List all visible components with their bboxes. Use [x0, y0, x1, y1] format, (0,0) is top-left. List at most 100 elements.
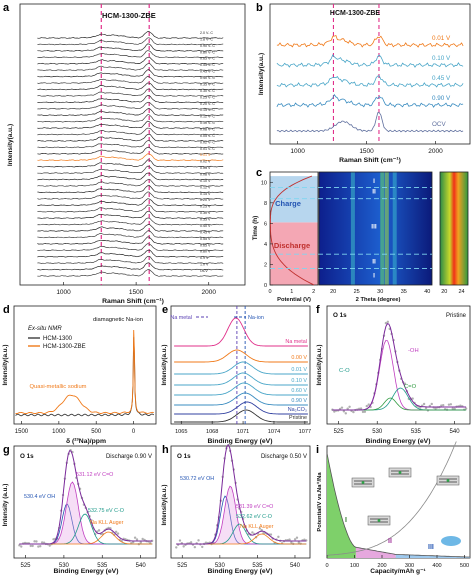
- panel-i-xtick-label-2: 200: [377, 563, 386, 569]
- panel-g-point-0: [18, 544, 21, 547]
- panel-a-trace-6: [37, 69, 224, 78]
- panel-h-annot-2: 532.62 eV C-O: [236, 514, 272, 520]
- panel-a-trace-label-12: 0.15 V- C: [200, 108, 215, 112]
- panel-f-xlabel: Binding Energy (eV): [366, 438, 431, 445]
- panel-a-trace-label-24: 0.12 V: [200, 185, 211, 189]
- panel-g-point-18: [52, 538, 55, 541]
- panel-a-trace-8: [37, 82, 224, 91]
- panel-a-trace-24: [37, 184, 224, 194]
- panel-c-ytick-label-0: 0: [264, 283, 267, 289]
- panel-a-trace-label-20: 0.02 V: [200, 160, 211, 164]
- panel-a-trace-23: [37, 178, 224, 187]
- panel-c-ztick-label-0: 20: [441, 289, 447, 295]
- panel-e-trace-0: [174, 317, 308, 347]
- panel-g-point-65: [141, 537, 144, 541]
- panel-f-frame: [326, 305, 471, 425]
- panel-letter-a: a: [3, 2, 10, 14]
- panel-b-xlabel: Raman Shift (cm⁻¹): [339, 157, 401, 164]
- panel-a-trace-label-26: 0.20 V: [200, 198, 211, 202]
- panel-a-trace-label-23: 0.10 V: [200, 179, 211, 183]
- panel-g-xtick-label-3: 540: [136, 563, 147, 569]
- panel-h-annot-3: Na KLL Auger: [240, 524, 274, 530]
- panel-g-component-1: [19, 481, 153, 545]
- panel-h-annot-1: 531.39 eV C=O: [236, 504, 273, 510]
- panel-g-annot-3: Na KLL Auger: [90, 520, 124, 526]
- panel-f-ylabel: Intensity(a.u.): [316, 345, 323, 386]
- panel-g-title: O 1s: [20, 453, 34, 460]
- panel-h-point-14: [201, 545, 204, 549]
- panel-a-trace-26: [37, 198, 224, 207]
- panel-c-discharge-label: Discharge: [274, 241, 310, 250]
- panel-a-trace-label-9: 0.30 V- C: [200, 89, 215, 93]
- panel-g-ylabel: Intensity (a.u.): [2, 484, 9, 527]
- panel-d-xlabel: δ (²³Na)/ppm: [66, 438, 106, 445]
- panel-h-point-55: [277, 535, 280, 539]
- panel-a-xtick-label-1: 1500: [129, 289, 144, 296]
- panel-b-series-1: [276, 54, 464, 68]
- panel-a-trace-label-21: 0.05 V: [200, 166, 211, 170]
- panel-e-trace-6: [174, 401, 308, 415]
- panel-e-trace-label-6: Na₂CO₃: [288, 407, 307, 413]
- panel-i-xlabel: Capacity/mAh g⁻¹: [370, 568, 426, 575]
- panel-f-point-17: [363, 410, 367, 414]
- panel-h-point-10: [193, 545, 197, 549]
- panel-f-component-2: [332, 397, 467, 411]
- panel-a-trace-label-25: 0.15 V: [200, 192, 211, 196]
- panel-a-trace-20: [37, 159, 224, 168]
- panel-a-trace-label-4: 0.65 V- C: [200, 57, 215, 61]
- panel-b-series-label-1: 0.10 V: [432, 55, 451, 62]
- panel-a-trace-label-6: 0.45 V- C: [200, 70, 215, 74]
- panel-f-point-58: [442, 403, 445, 407]
- panel-f-component-0: [332, 339, 467, 411]
- panel-a-trace-9: [37, 88, 224, 97]
- panel-i-charge-curve: [326, 441, 457, 556]
- panel-f-condition: Pristine: [446, 313, 467, 319]
- panel-f-point-49: [424, 406, 428, 410]
- panel-f-comp-label-0: -OH: [408, 348, 419, 354]
- panel-a-trace-label-0: 2.0 V- C: [200, 31, 213, 35]
- panel-letter-b: b: [256, 2, 263, 14]
- panel-letter-g: g: [3, 444, 10, 456]
- panel-a-ylabel: Intensity(a.u.): [7, 124, 14, 166]
- panel-c-streak-3: [392, 172, 397, 285]
- panel-a-xlabel: Raman Shift (cm⁻¹): [102, 298, 164, 305]
- panel-b-series-3: [276, 93, 464, 108]
- panel-g-xtick-label-2: 535: [97, 563, 108, 569]
- panel-b-series-0: [276, 34, 464, 48]
- panel-h-xtick-label-3: 540: [290, 563, 301, 569]
- panel-e-xtick-label-1: 1068: [206, 429, 218, 435]
- panel-i-region-label-0: I: [345, 517, 347, 524]
- panel-a-trace-12: [37, 107, 224, 116]
- panel-e-frame: [170, 305, 311, 425]
- panel-a-trace-label-3: 0.80 V- C: [200, 50, 215, 54]
- panel-f-point-52: [430, 402, 433, 406]
- panel-letter-d: d: [3, 304, 10, 316]
- panel-b-series-4: [276, 112, 464, 133]
- panel-a-trace-label-22: 0.08 V: [200, 173, 211, 177]
- panel-f-point-9: [348, 405, 351, 408]
- panel-h-xtick-label-0: 525: [177, 563, 188, 569]
- panel-f-point-48: [422, 402, 426, 406]
- panel-a-trace-30: [37, 223, 224, 232]
- panel-g-frame: [13, 445, 157, 559]
- panel-e-trace-2: [174, 361, 308, 375]
- panel-h-point-8: [189, 541, 193, 544]
- panel-a-trace-label-1: 1.8 V- C: [200, 37, 213, 41]
- panel-h-title: O 1s: [177, 453, 191, 460]
- panel-c-stage-label-1: II: [372, 188, 376, 195]
- panel-c-heatmap: [319, 172, 432, 285]
- panel-f-point-6: [342, 410, 346, 413]
- panel-a-trace-13: [37, 114, 224, 123]
- panel-e-trace-4: [174, 382, 308, 396]
- panel-i-na-cluster: [441, 536, 461, 546]
- panel-c-voltage-xlabel: Potential (V): [277, 297, 311, 303]
- panel-d-title: Ex-situ NMR: [28, 326, 62, 332]
- panel-d-legend-label-1: HCM-1300-ZBE: [43, 344, 86, 350]
- panel-f-point-16: [361, 410, 365, 414]
- panel-g-point-9: [35, 540, 38, 543]
- panel-b-series-2: [276, 75, 464, 88]
- panel-e-trace-3: [174, 372, 308, 386]
- panel-c-ytick-label-4: 8: [264, 201, 267, 207]
- panel-h-point-51: [269, 533, 273, 536]
- panel-b-xtick-label-2: 2000: [428, 148, 443, 155]
